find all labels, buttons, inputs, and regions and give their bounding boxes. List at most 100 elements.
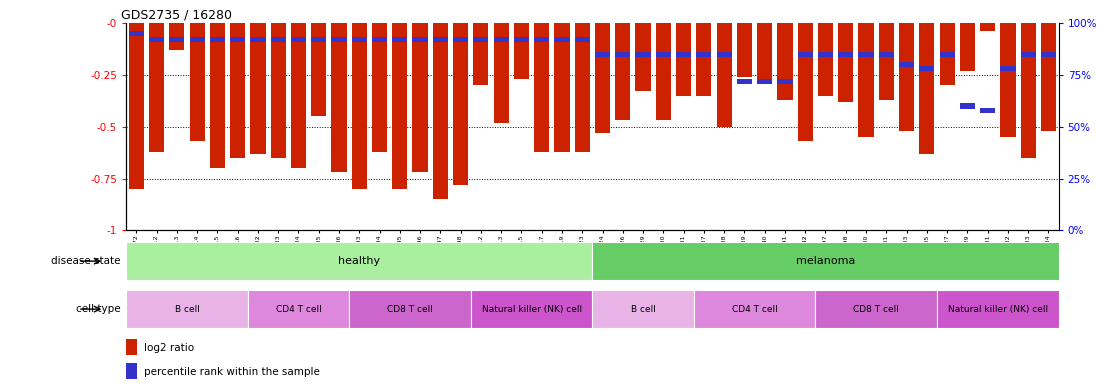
Bar bbox=[352, 23, 366, 189]
Bar bbox=[312, 23, 326, 116]
Bar bbox=[879, 23, 894, 100]
Bar bbox=[778, 23, 792, 100]
Bar bbox=[1020, 23, 1036, 158]
Bar bbox=[798, 23, 813, 141]
Bar bbox=[575, 37, 590, 42]
Text: percentile rank within the sample: percentile rank within the sample bbox=[144, 366, 319, 377]
Bar bbox=[592, 242, 1059, 280]
Bar bbox=[250, 37, 265, 42]
Bar bbox=[513, 37, 529, 42]
Text: CD8 T cell: CD8 T cell bbox=[387, 305, 433, 314]
Bar bbox=[757, 78, 772, 84]
Bar bbox=[818, 51, 833, 57]
Bar bbox=[798, 51, 813, 57]
Bar bbox=[494, 23, 509, 122]
Bar bbox=[513, 23, 529, 79]
Bar bbox=[1041, 23, 1056, 131]
Bar bbox=[126, 339, 137, 355]
Text: B cell: B cell bbox=[174, 305, 200, 314]
Bar bbox=[939, 51, 954, 57]
Bar bbox=[210, 23, 225, 168]
Bar bbox=[271, 23, 286, 158]
Bar bbox=[615, 51, 631, 57]
Bar bbox=[291, 23, 306, 168]
Bar bbox=[859, 23, 873, 137]
Bar bbox=[271, 37, 286, 42]
Bar bbox=[169, 37, 184, 42]
Bar bbox=[473, 23, 488, 85]
Bar bbox=[352, 37, 366, 42]
Bar bbox=[412, 37, 428, 42]
Bar bbox=[534, 37, 550, 42]
Bar bbox=[349, 290, 471, 328]
Bar bbox=[898, 23, 914, 131]
Bar bbox=[126, 363, 137, 379]
Bar bbox=[554, 37, 569, 42]
Bar bbox=[372, 37, 387, 42]
Bar bbox=[697, 23, 712, 96]
Text: CD8 T cell: CD8 T cell bbox=[853, 305, 900, 314]
Text: B cell: B cell bbox=[631, 305, 656, 314]
Bar bbox=[592, 290, 693, 328]
Bar bbox=[126, 290, 248, 328]
Bar bbox=[575, 23, 590, 152]
Bar bbox=[716, 23, 732, 127]
Bar bbox=[248, 290, 349, 328]
Bar bbox=[312, 37, 326, 42]
Bar bbox=[534, 23, 550, 152]
Text: GDS2735 / 16280: GDS2735 / 16280 bbox=[122, 9, 233, 22]
Bar bbox=[676, 23, 691, 96]
Bar bbox=[412, 23, 428, 172]
Bar bbox=[149, 37, 165, 42]
Bar bbox=[919, 23, 935, 154]
Bar bbox=[980, 23, 995, 31]
Bar bbox=[757, 23, 772, 79]
Bar bbox=[919, 66, 935, 71]
Bar bbox=[980, 108, 995, 113]
Bar bbox=[331, 23, 347, 172]
Bar bbox=[554, 23, 569, 152]
Bar bbox=[615, 23, 631, 121]
Bar bbox=[737, 78, 753, 84]
Bar bbox=[716, 51, 732, 57]
Bar bbox=[898, 62, 914, 67]
Bar bbox=[960, 23, 975, 71]
Text: healthy: healthy bbox=[338, 256, 381, 266]
Bar bbox=[169, 23, 184, 50]
Text: Natural killer (NK) cell: Natural killer (NK) cell bbox=[948, 305, 1048, 314]
Text: CD4 T cell: CD4 T cell bbox=[732, 305, 778, 314]
Bar bbox=[126, 242, 592, 280]
Bar bbox=[190, 23, 205, 141]
Bar bbox=[859, 51, 873, 57]
Bar bbox=[815, 290, 937, 328]
Bar bbox=[393, 37, 407, 42]
Bar bbox=[595, 23, 610, 133]
Text: log2 ratio: log2 ratio bbox=[144, 343, 194, 353]
Bar bbox=[250, 23, 265, 154]
Bar bbox=[1000, 66, 1016, 71]
Bar bbox=[635, 23, 651, 91]
Bar bbox=[432, 23, 448, 199]
Bar bbox=[879, 51, 894, 57]
Bar bbox=[471, 290, 592, 328]
Bar bbox=[190, 37, 205, 42]
Bar bbox=[693, 290, 815, 328]
Bar bbox=[230, 23, 246, 158]
Bar bbox=[128, 31, 144, 36]
Bar bbox=[453, 37, 468, 42]
Text: disease state: disease state bbox=[52, 256, 121, 266]
Bar bbox=[1041, 51, 1056, 57]
Bar bbox=[453, 23, 468, 185]
Bar bbox=[635, 51, 651, 57]
Bar bbox=[960, 103, 975, 109]
Bar bbox=[676, 51, 691, 57]
Bar bbox=[838, 51, 853, 57]
Bar bbox=[494, 37, 509, 42]
Text: Natural killer (NK) cell: Natural killer (NK) cell bbox=[482, 305, 581, 314]
Bar bbox=[838, 23, 853, 102]
Bar bbox=[939, 23, 954, 85]
Text: CD4 T cell: CD4 T cell bbox=[275, 305, 321, 314]
Text: melanoma: melanoma bbox=[795, 256, 856, 266]
Bar bbox=[128, 23, 144, 189]
Bar bbox=[331, 37, 347, 42]
